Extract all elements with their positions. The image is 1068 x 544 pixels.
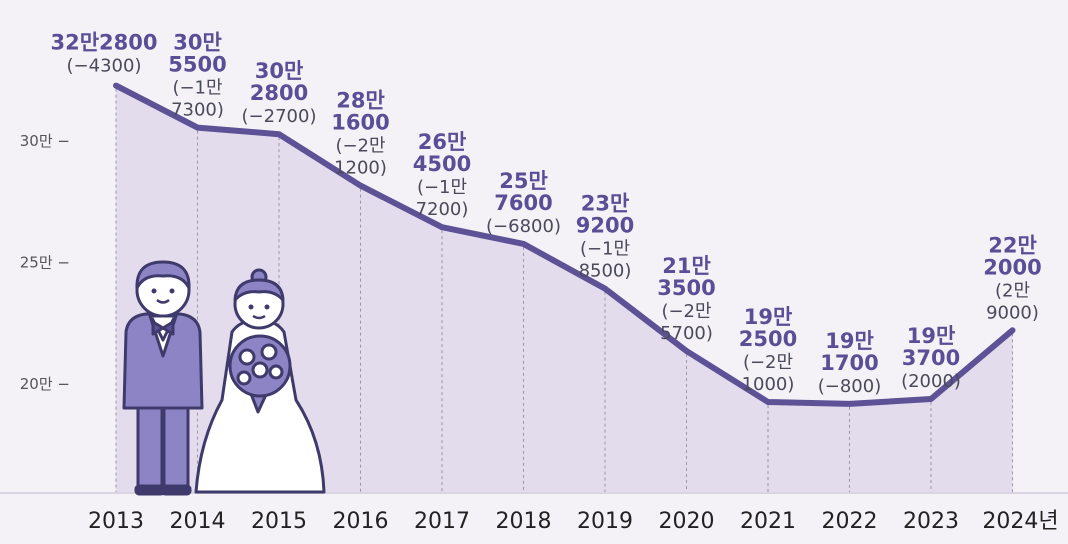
x-axis-labels: 2013 2014 2015 2016 2017 2018 2019 2020 2021 2022…: [88, 509, 1059, 534]
data-label-7-line-2: (−2만: [661, 301, 711, 322]
data-label-11-line-2: (2만: [995, 280, 1030, 301]
data-label-4-line-3: 7200): [416, 199, 469, 220]
bouquet-illustration: [228, 334, 292, 414]
x-tick-label-1: 2014: [170, 509, 226, 534]
x-tick-label-2: 2015: [251, 509, 307, 534]
x-tick-label-6: 2019: [577, 509, 633, 534]
y-tick-label-2: 20만 −: [20, 375, 70, 393]
data-label-0-line-0: 32만2800: [51, 31, 158, 55]
data-label-7-line-0: 21만: [662, 254, 711, 278]
data-label-4-line-1: 4500: [413, 152, 471, 176]
x-tick-label-7: 2020: [659, 509, 715, 534]
data-label-0-line-1: (−4300): [67, 56, 142, 77]
data-label-5-line-1: 7600: [494, 191, 552, 215]
data-label-10-line-2: (2000): [901, 371, 961, 392]
data-label-0: 32만2800(−4300): [51, 31, 158, 77]
data-label-9-line-2: (−800): [818, 376, 881, 397]
data-label-3-line-3: 1200): [334, 158, 387, 179]
data-label-8-line-3: 1000): [742, 374, 795, 395]
x-tick-label-11: 2024년: [982, 509, 1058, 534]
data-label-2-line-1: 2800: [250, 81, 308, 105]
x-tick-label-3: 2016: [333, 509, 389, 534]
data-label-6-line-3: 8500): [579, 261, 632, 282]
wedding-couple-illustration: [122, 260, 326, 496]
data-label-1-line-1: 5500: [168, 53, 226, 77]
x-axis-band: [0, 493, 1068, 544]
data-label-5-line-2: (−6800): [486, 216, 561, 237]
data-label-3-line-2: (−2만: [335, 136, 385, 157]
data-label-7-line-1: 3500: [657, 276, 715, 300]
data-label-10-line-0: 19만: [907, 324, 956, 348]
data-label-11-line-0: 22만: [988, 233, 1037, 257]
data-label-1-line-3: 7300): [171, 100, 224, 121]
data-label-9-line-0: 19만: [825, 329, 874, 353]
data-labels: 32만2800(−4300)30만5500(−1만7300)30만2800(−2…: [51, 31, 1042, 397]
data-label-10-line-1: 3700: [902, 346, 960, 370]
data-label-8-line-1: 2500: [739, 327, 797, 351]
data-label-3-line-1: 1600: [331, 111, 389, 135]
y-tick-label-1: 25만 −: [20, 253, 70, 271]
data-label-11-line-1: 2000: [983, 255, 1041, 279]
x-tick-label-10: 2023: [903, 509, 959, 534]
x-tick-label-4: 2017: [414, 509, 470, 534]
data-label-6-line-0: 23만: [581, 192, 630, 216]
data-label-7-line-3: 5700): [660, 323, 713, 344]
x-tick-label-5: 2018: [496, 509, 552, 534]
data-label-11-line-3: 9000): [986, 302, 1039, 323]
data-label-6-line-2: (−1만: [580, 239, 630, 260]
x-tick-label-9: 2022: [822, 509, 878, 534]
data-label-8-line-0: 19만: [744, 305, 793, 329]
data-label-8-line-2: (−2만: [743, 352, 793, 373]
data-label-2-line-0: 30만: [255, 59, 304, 83]
data-label-5-line-0: 25만: [499, 169, 548, 193]
data-label-3-line-0: 28만: [336, 89, 385, 113]
area-fill: [116, 85, 1013, 493]
y-tick-label-0: 30만 −: [20, 132, 70, 150]
groom-illustration: [122, 260, 204, 496]
y-axis-ticks: 30만 − 25만 − 20만 −: [20, 132, 70, 393]
bride-illustration: [194, 268, 326, 494]
data-label-1-line-2: (−1만: [172, 78, 222, 99]
data-label-4-line-2: (−1만: [417, 177, 467, 198]
data-label-4-line-0: 26만: [418, 130, 467, 154]
x-tick-label-0: 2013: [88, 509, 144, 534]
data-label-9-line-1: 1700: [820, 351, 878, 375]
series-line: [113, 82, 1016, 407]
data-label-2-line-2: (−2700): [242, 106, 317, 127]
data-label-6-line-1: 9200: [576, 214, 634, 238]
x-tick-label-8: 2021: [740, 509, 796, 534]
data-label-1-line-0: 30만: [173, 31, 222, 55]
